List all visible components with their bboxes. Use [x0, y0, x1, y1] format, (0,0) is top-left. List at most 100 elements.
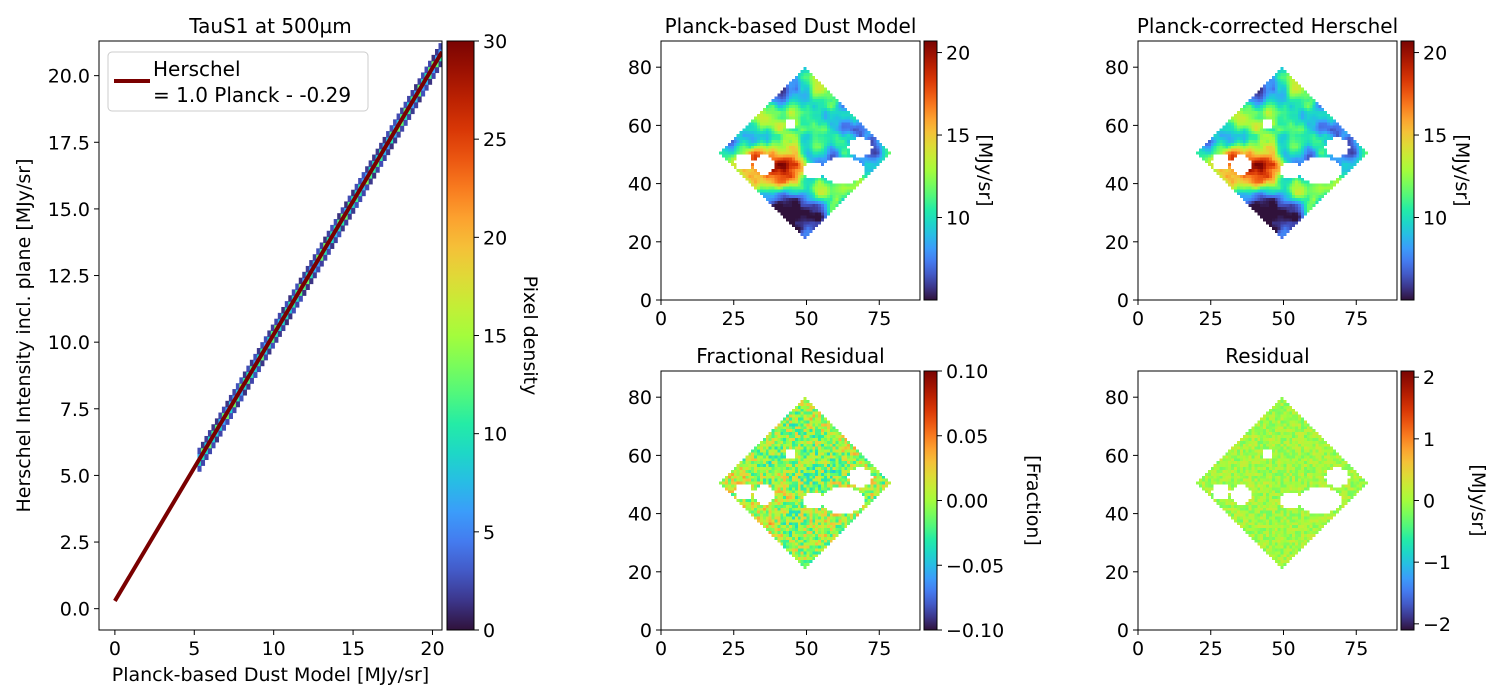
- colorbar-tick-label: 0.10: [946, 361, 988, 383]
- density-cell: [197, 447, 202, 455]
- colorbar-label: [MJy/sr]: [1451, 134, 1473, 206]
- density-cell: [249, 359, 254, 367]
- colorbar-tick-label: 0: [483, 620, 495, 642]
- y-tick-label: 40: [1105, 504, 1129, 526]
- density-cell: [431, 54, 436, 62]
- density-cell: [302, 271, 307, 279]
- density-cell: [326, 248, 331, 255]
- x-tick-label: 0: [1132, 638, 1144, 660]
- density-cell: [351, 189, 356, 197]
- density-cell: [228, 412, 233, 419]
- density-cell: [197, 465, 202, 472]
- chart-title: Planck-based Dust Model: [665, 14, 917, 38]
- y-tick-label: 17.5: [48, 132, 90, 154]
- density-cell: [312, 254, 317, 261]
- density-cell: [309, 260, 314, 267]
- x-axis-label: Planck-based Dust Model [MJy/sr]: [112, 664, 429, 686]
- density-cell: [221, 424, 227, 431]
- density-cell: [211, 424, 216, 431]
- x-tick-label: 75: [867, 638, 891, 660]
- colorbar-label: [MJy/sr]: [1467, 464, 1489, 536]
- density-cell: [288, 295, 293, 302]
- colorbar-tick-label: 20: [483, 227, 507, 249]
- chart-title: TauS1 at 500µm: [188, 14, 351, 38]
- density-cell: [316, 265, 321, 273]
- y-tick-label: 7.5: [60, 399, 90, 421]
- density-cell: [211, 441, 216, 449]
- density-cell: [403, 119, 408, 126]
- density-cell: [389, 142, 394, 150]
- density-cell: [375, 148, 380, 156]
- density-cell: [414, 101, 419, 109]
- y-tick-label: 60: [628, 115, 652, 137]
- colorbar-tick-label: 1: [1423, 429, 1435, 451]
- map-image: [661, 41, 920, 300]
- y-tick-label: 80: [1105, 57, 1129, 79]
- density-cell: [340, 224, 345, 232]
- y-tick-label: 5.0: [60, 465, 90, 487]
- density-cell: [218, 430, 223, 437]
- density-cell: [442, 55, 446, 61]
- density-cell: [256, 348, 261, 355]
- density-cell: [386, 131, 391, 138]
- colorbar: [923, 40, 938, 301]
- density-cell: [232, 406, 237, 414]
- density-cell: [204, 453, 209, 461]
- density-cell: [421, 90, 426, 97]
- density-cell: [379, 160, 384, 167]
- y-tick-label: 2.5: [60, 532, 90, 554]
- density-cell: [270, 342, 275, 349]
- density-cell: [281, 306, 286, 314]
- density-cell: [253, 353, 258, 361]
- colorbar-tick-label: 0.05: [946, 426, 988, 448]
- colorbar-tick-label: 10: [483, 424, 507, 446]
- x-tick-label: 75: [867, 308, 891, 330]
- density-cell: [438, 60, 442, 68]
- x-tick-label: 0: [655, 308, 667, 330]
- density-cell: [396, 113, 401, 120]
- plot-frame: [660, 370, 921, 631]
- colorbar: [1400, 370, 1415, 631]
- colorbar-tick-label: 5: [483, 522, 495, 544]
- x-tick-label: 25: [1199, 308, 1223, 330]
- x-tick-label: 25: [722, 638, 746, 660]
- density-cell: [396, 131, 401, 138]
- colorbar-label: [Fraction]: [1022, 455, 1044, 546]
- y-tick-label: 0: [1117, 290, 1129, 312]
- colorbar-tick-label: −0.10: [946, 620, 1004, 642]
- density-cell: [410, 90, 415, 97]
- density-cell: [284, 318, 289, 326]
- density-cell: [267, 330, 272, 337]
- density-cell: [305, 265, 310, 273]
- density-cell: [239, 394, 244, 402]
- density-cell: [414, 84, 419, 91]
- chart-title: Fractional Residual: [696, 344, 884, 368]
- density-cell: [319, 242, 324, 249]
- colorbar-tick-label: 20: [1423, 43, 1447, 65]
- density-cell: [375, 166, 380, 173]
- x-tick-label: 25: [1199, 638, 1223, 660]
- density-cell: [214, 418, 220, 425]
- density-cell: [288, 312, 293, 320]
- density-cell: [442, 43, 446, 49]
- density-cell: [232, 389, 237, 396]
- colorbar-tick-label: 0.00: [946, 491, 988, 513]
- plot-frame: [98, 40, 443, 631]
- density-cell: [424, 84, 429, 91]
- density-cell: [358, 195, 363, 203]
- density-cell: [435, 48, 440, 56]
- density-cell: [305, 283, 310, 290]
- density-cell: [337, 230, 342, 238]
- density-cell: [382, 136, 387, 144]
- density-cell: [340, 207, 345, 214]
- density-cell: [207, 447, 213, 455]
- density-cell: [263, 353, 268, 361]
- density-cell: [368, 160, 373, 167]
- density-cell: [249, 377, 254, 384]
- y-axis-label: Herschel Intensity incl. plane [MJy/sr]: [13, 159, 35, 513]
- colorbar-tick-label: 25: [483, 129, 507, 151]
- map-image: [1138, 371, 1397, 630]
- density-cell: [274, 336, 279, 343]
- density-cell: [225, 418, 230, 425]
